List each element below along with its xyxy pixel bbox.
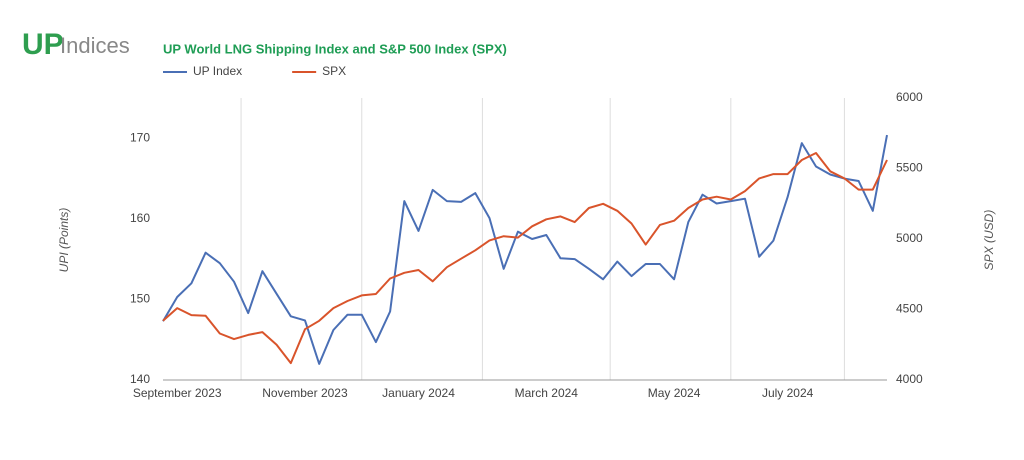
x-tick-label: November 2023 bbox=[262, 386, 348, 400]
chart-title: UP World LNG Shipping Index and S&P 500 … bbox=[163, 41, 507, 56]
y2-tick-label: 5500 bbox=[896, 161, 923, 175]
legend-label: UP Index bbox=[193, 64, 242, 78]
y-tick-label: 160 bbox=[130, 211, 150, 225]
x-tick-label: September 2023 bbox=[133, 386, 222, 400]
y-axis-label: UPI (Points) bbox=[57, 208, 71, 273]
series-line bbox=[162, 134, 888, 365]
logo-mark: UP bbox=[22, 28, 64, 61]
y-tick-label: 140 bbox=[130, 372, 150, 386]
x-tick-label: March 2024 bbox=[515, 386, 579, 400]
legend-label: SPX bbox=[322, 64, 346, 78]
y2-tick-label: 5000 bbox=[896, 231, 923, 245]
logo-text: Indices bbox=[60, 33, 130, 58]
y2-tick-label: 4500 bbox=[896, 302, 923, 316]
y-tick-label: 150 bbox=[130, 292, 150, 306]
y2-axis-label: SPX (USD) bbox=[982, 210, 996, 271]
series-line bbox=[162, 152, 888, 365]
x-tick-label: January 2024 bbox=[382, 386, 455, 400]
x-tick-label: July 2024 bbox=[762, 386, 814, 400]
x-tick-label: May 2024 bbox=[648, 386, 701, 400]
y2-tick-label: 4000 bbox=[896, 372, 923, 386]
y2-tick-label: 6000 bbox=[896, 90, 923, 104]
y-tick-label: 170 bbox=[130, 130, 150, 144]
